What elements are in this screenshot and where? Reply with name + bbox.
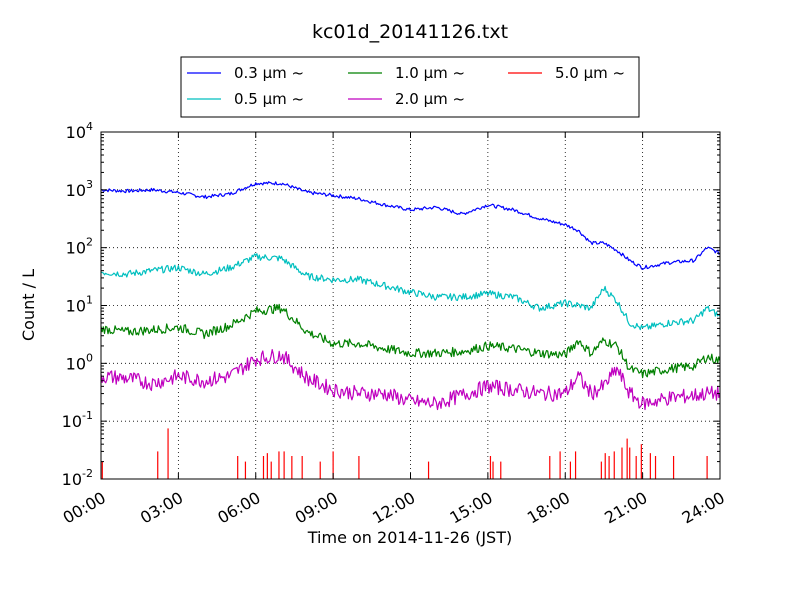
legend-frame <box>180 56 640 118</box>
legend-label: 1.0 μm ~ <box>395 64 465 82</box>
y-tick-label: 10-1 <box>62 409 93 431</box>
x-tick-label: 12:00 <box>369 488 418 528</box>
y-tick-label: 104 <box>66 120 93 142</box>
y-axis-title: Count / L <box>19 269 38 341</box>
x-axis-title: Time on 2014-11-26 (JST) <box>307 528 512 547</box>
legend-label: 5.0 μm ~ <box>555 64 625 82</box>
legend: 0.3 μm ~ 0.5 μm ~ 1.0 μm ~ 2.0 μm ~ 5.0 μm ~ <box>180 56 640 118</box>
series-line <box>100 181 721 270</box>
chart-title: kc01d_20141126.txt <box>312 21 508 43</box>
x-tick-label: 06:00 <box>214 488 263 528</box>
y-tick-label: 100 <box>66 351 93 373</box>
x-tick-label: 15:00 <box>446 488 495 528</box>
y-tick-label: 101 <box>66 294 93 316</box>
series-line <box>100 349 721 411</box>
x-tick-label: 18:00 <box>524 488 573 528</box>
x-tick-label: 03:00 <box>137 488 186 528</box>
legend-label: 0.5 μm ~ <box>234 90 304 108</box>
grid-lines <box>101 132 720 479</box>
y-tick-label: 10-2 <box>62 467 93 489</box>
y-tick-label: 102 <box>66 236 93 258</box>
y-tick-label: 103 <box>66 178 93 200</box>
series-line <box>100 253 721 331</box>
x-tick-label: 24:00 <box>679 488 728 528</box>
series-line <box>100 303 721 379</box>
legend-label: 2.0 μm ~ <box>395 90 465 108</box>
x-tick-label: 00:00 <box>60 488 109 528</box>
plot-series <box>100 181 721 479</box>
legend-label: 0.3 μm ~ <box>234 64 304 82</box>
x-tick-label: 21:00 <box>601 488 650 528</box>
x-tick-label: 09:00 <box>292 488 341 528</box>
